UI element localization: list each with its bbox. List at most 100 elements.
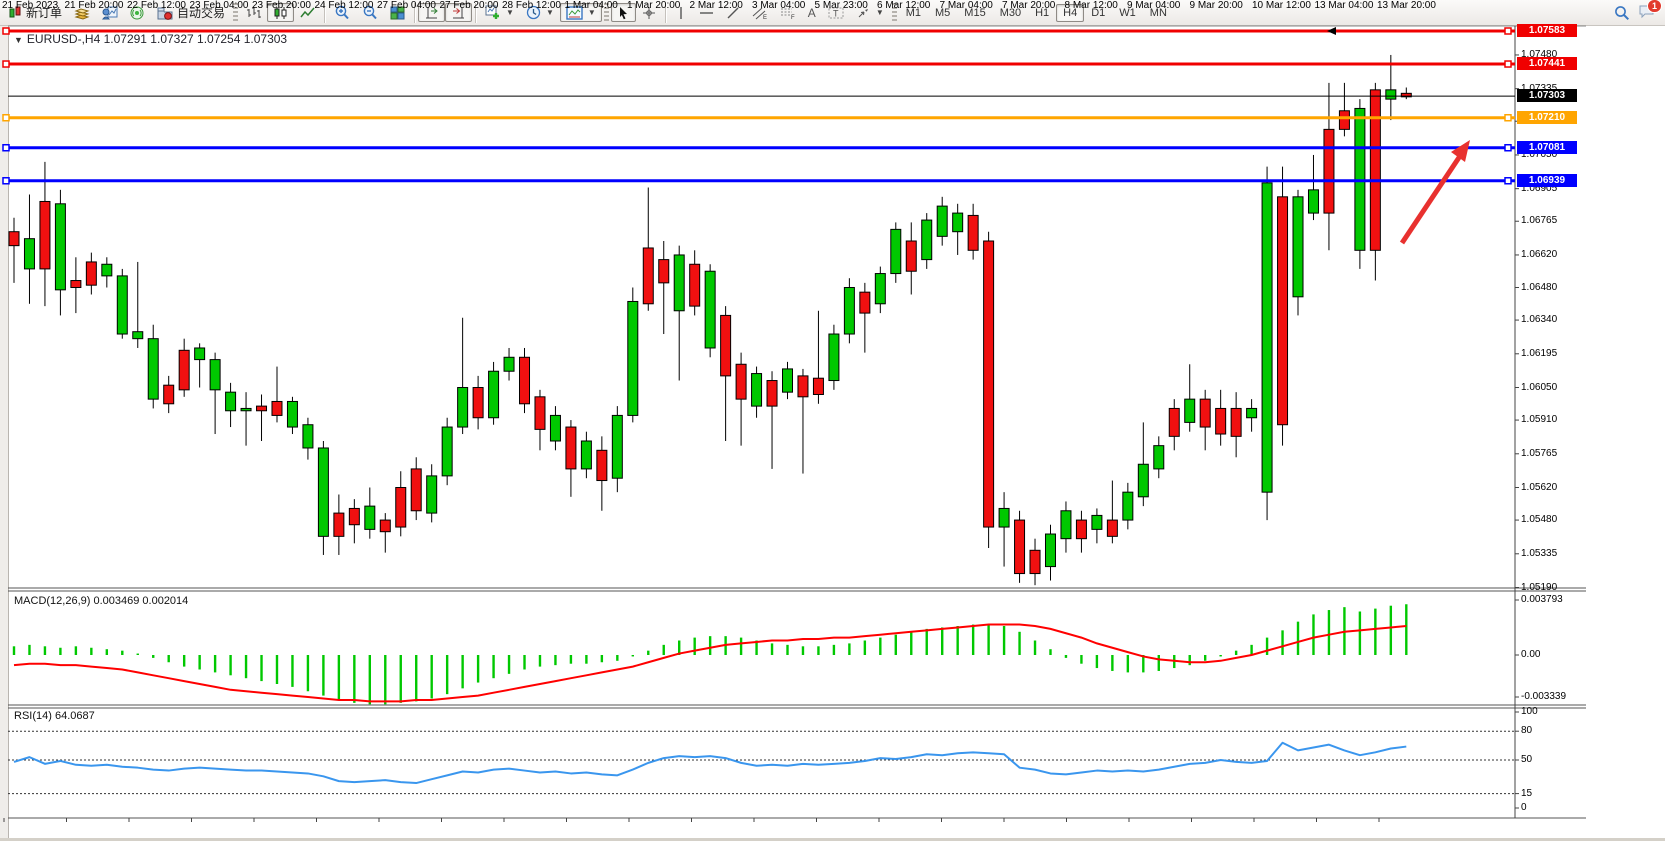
candle-body xyxy=(178,349,190,391)
line-anchor-marker[interactable] xyxy=(2,60,10,68)
timeframe-H1[interactable]: H1 xyxy=(1035,6,1050,19)
new-order-label: 新订单 xyxy=(26,6,63,20)
timeframe-M1[interactable]: M1 xyxy=(905,6,922,19)
market-watch-button[interactable] xyxy=(68,3,96,22)
zoom-out-icon xyxy=(363,5,377,20)
candle-body xyxy=(534,396,546,430)
candlestick-mode-button[interactable] xyxy=(267,3,295,22)
line-anchor-marker[interactable] xyxy=(2,177,10,185)
candle-body xyxy=(101,263,113,277)
notifications-button[interactable]: 1 xyxy=(1638,0,1662,22)
candle-body xyxy=(410,468,422,512)
signals-button[interactable] xyxy=(124,3,151,22)
crosshair-tool-button[interactable] xyxy=(636,3,662,22)
new-order-icon xyxy=(9,6,21,17)
main-toolbar: 新订单 自动交易 xyxy=(0,0,1665,26)
clock-icon xyxy=(526,5,541,20)
candle-body xyxy=(1075,519,1087,540)
candle-body xyxy=(132,331,144,340)
annotation-arrow-head[interactable] xyxy=(1451,140,1470,162)
line-anchor-marker[interactable] xyxy=(2,143,10,152)
line-anchor-marker[interactable] xyxy=(1504,177,1512,185)
zoom-in-button[interactable] xyxy=(328,3,356,22)
text-label-tool[interactable]: T xyxy=(822,3,850,22)
text-tool[interactable]: A xyxy=(802,3,822,22)
timeframe-M15[interactable]: M15 xyxy=(964,6,986,19)
timeframe-M30[interactable]: M30 xyxy=(999,6,1022,19)
candle-body xyxy=(704,270,716,349)
timeframe-H4[interactable]: H4 xyxy=(1056,3,1085,22)
candle-body xyxy=(797,375,809,398)
cursor-tool-button[interactable] xyxy=(610,3,636,22)
svg-text:F: F xyxy=(791,15,795,20)
bar-chart-mode-button[interactable] xyxy=(240,3,267,22)
timeframe-M5[interactable]: M5 xyxy=(935,6,951,19)
toolbar-separator xyxy=(664,2,666,23)
candle-body xyxy=(921,219,933,261)
candle-body xyxy=(1261,182,1273,493)
line-anchor-marker[interactable] xyxy=(2,27,10,35)
data-window-button[interactable] xyxy=(96,3,124,22)
autotrading-button[interactable]: 自动交易 xyxy=(151,3,231,22)
candle-body xyxy=(1044,533,1056,568)
profile-chart-icon xyxy=(102,6,118,19)
horizontal-line-tool[interactable] xyxy=(693,3,720,22)
candle-body xyxy=(549,414,561,442)
timeframe-D1[interactable]: D1 xyxy=(1091,6,1106,19)
candle-body xyxy=(85,261,97,286)
line-anchor-marker[interactable] xyxy=(1504,27,1512,35)
tile-windows-button[interactable] xyxy=(384,3,411,22)
line-chart-mode-button[interactable] xyxy=(294,3,321,22)
trendline-tool[interactable] xyxy=(720,3,746,22)
chart-collapse-caret[interactable]: ▼ xyxy=(14,35,23,45)
annotation-arrow-shaft[interactable] xyxy=(1399,154,1463,245)
timeframe-W1[interactable]: W1 xyxy=(1119,6,1136,19)
candle-body xyxy=(163,384,175,405)
candle-body xyxy=(1230,407,1242,437)
book-icon xyxy=(74,7,90,20)
auto-scroll-button[interactable] xyxy=(445,3,473,22)
fibonacci-tool[interactable]: F xyxy=(774,3,802,22)
new-order-button[interactable]: 新订单 xyxy=(2,3,68,22)
shapes-tool[interactable]: ▼ xyxy=(850,3,890,22)
new-chart-icon xyxy=(485,5,500,19)
toolbar-separator xyxy=(414,2,416,23)
horizontal-line-icon xyxy=(699,11,713,14)
chart-shift-button[interactable] xyxy=(418,3,446,22)
autotrading-icon xyxy=(157,7,173,20)
toolbar-grip[interactable] xyxy=(233,2,239,23)
vertical-line-tool[interactable] xyxy=(669,3,693,22)
candle-body xyxy=(54,203,66,291)
search-icon[interactable] xyxy=(1614,5,1630,21)
line-anchor-marker[interactable] xyxy=(1504,143,1512,152)
timeframe-MN[interactable]: MN xyxy=(1149,6,1167,19)
candle-body xyxy=(689,263,701,307)
zoom-in-icon xyxy=(335,5,349,20)
chart-shift-icon xyxy=(426,6,438,18)
line-anchor-marker[interactable] xyxy=(1504,60,1512,68)
macd-label: MACD(12,26,9) 0.003469 0.002014 xyxy=(14,595,189,607)
candle-body xyxy=(39,200,51,270)
zoom-out-button[interactable] xyxy=(356,3,384,22)
toolbar-grip[interactable] xyxy=(891,2,897,23)
scroll-to-end-marker[interactable] xyxy=(1327,27,1336,35)
line-anchor-marker[interactable] xyxy=(2,113,10,122)
candle-body xyxy=(1323,128,1335,214)
candle-body xyxy=(225,391,237,412)
toolbar-grip[interactable] xyxy=(603,2,609,23)
toolbar-separator xyxy=(324,2,326,23)
candle-body xyxy=(1338,110,1350,130)
candle-body xyxy=(1122,491,1134,521)
period-button[interactable]: ▼ xyxy=(520,3,560,22)
templates-button[interactable]: ▼ xyxy=(559,3,602,22)
candlestick-icon xyxy=(274,6,287,19)
line-anchor-marker[interactable] xyxy=(1504,113,1512,122)
candle-body xyxy=(952,212,964,233)
equidistant-channel-tool[interactable]: E xyxy=(746,3,774,22)
text-tool-icon: A xyxy=(807,5,816,20)
new-chart-button[interactable]: ▼ xyxy=(479,3,520,22)
candle-body xyxy=(1369,89,1381,251)
candle-body xyxy=(426,475,438,514)
candle-body xyxy=(317,447,329,537)
